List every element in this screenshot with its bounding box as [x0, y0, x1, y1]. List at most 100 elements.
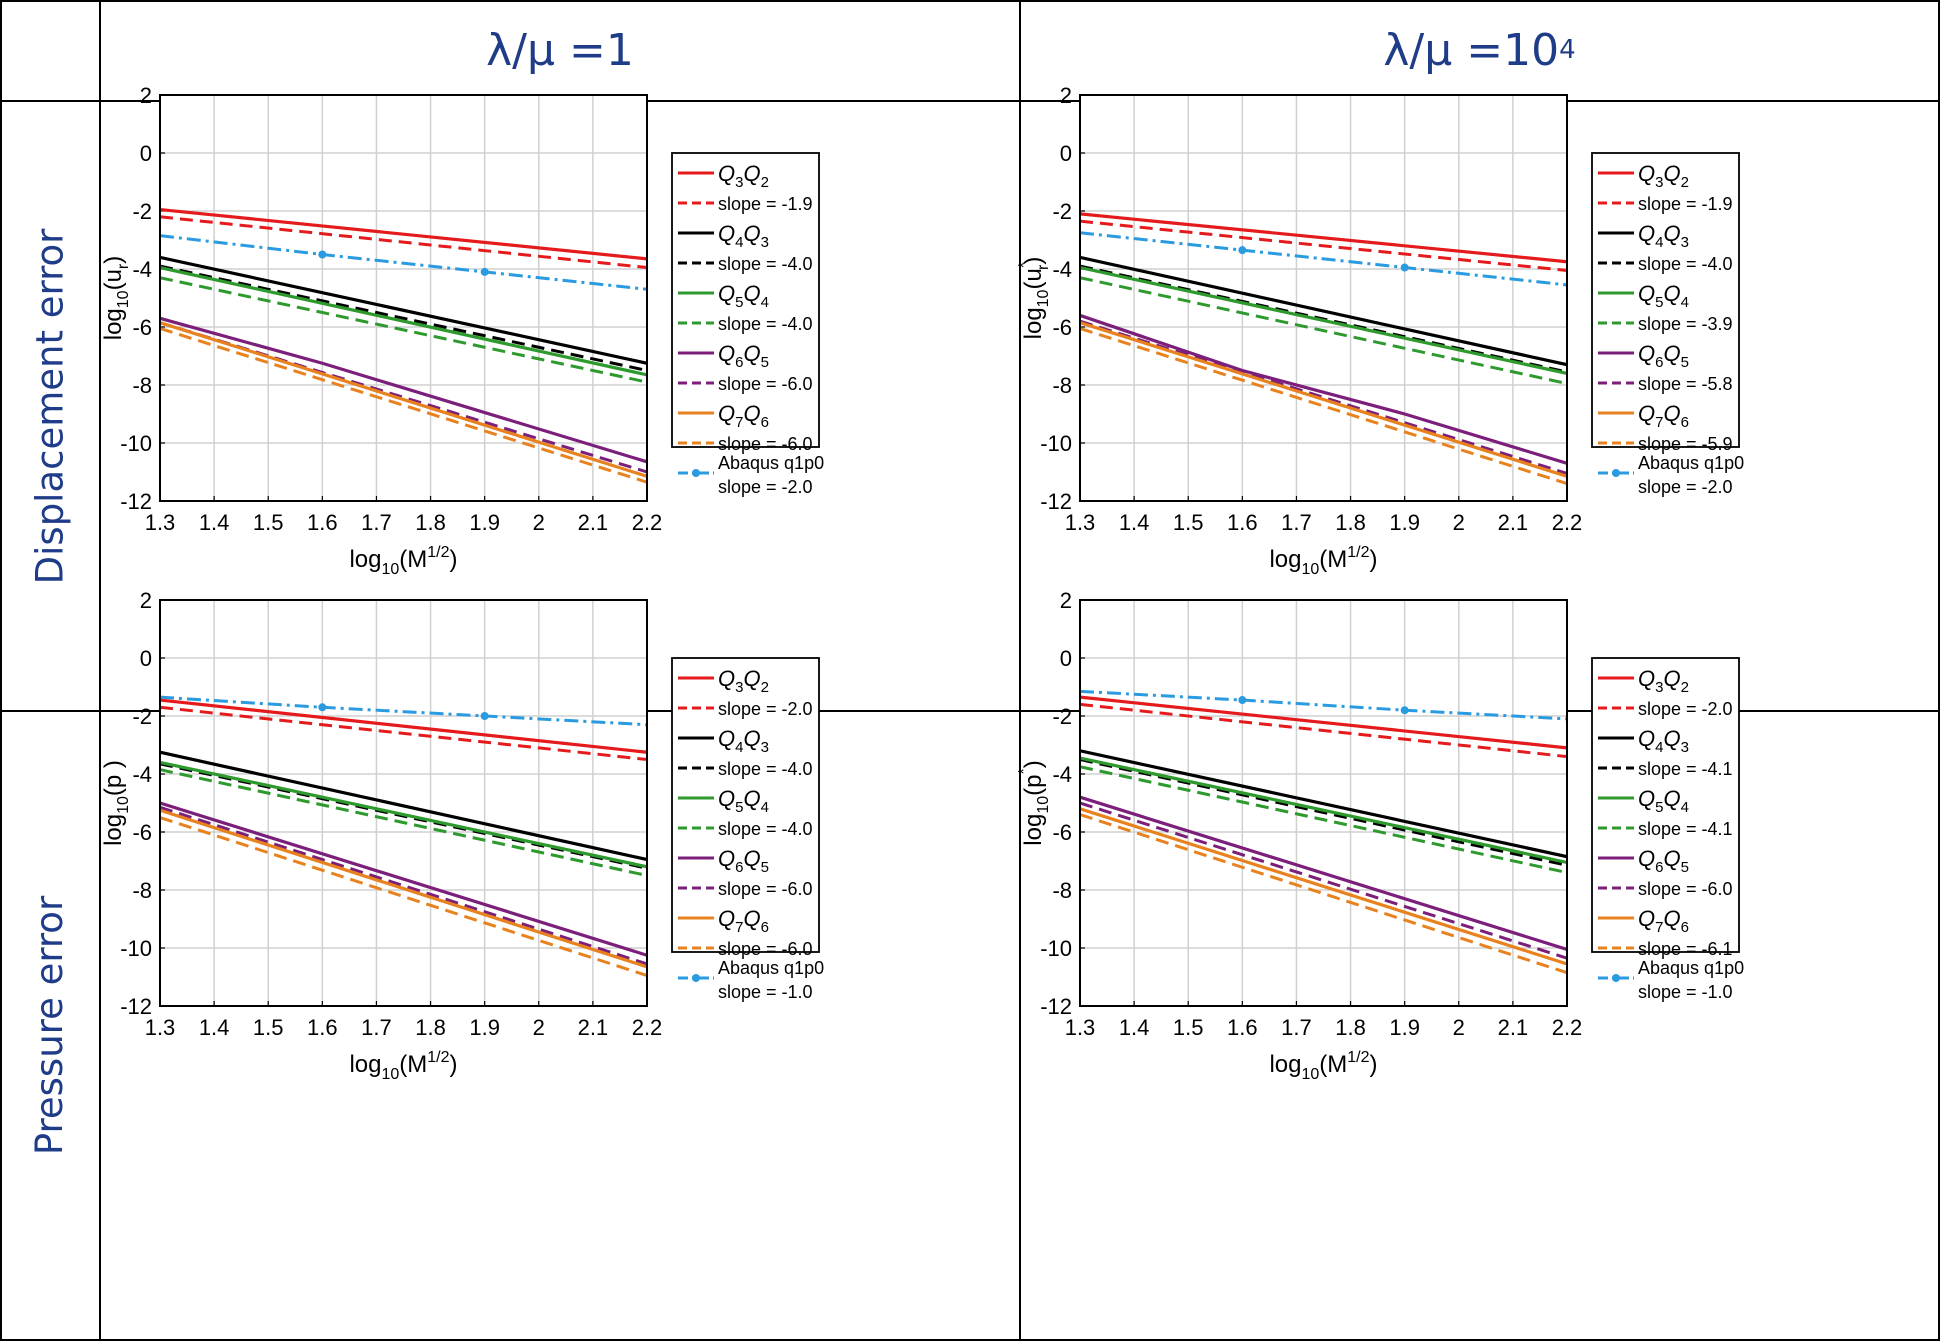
- legend-q-letter: Q: [718, 281, 735, 306]
- series-marker-abaqus: [318, 703, 327, 712]
- series-line-Q7Q6-dashed: [160, 816, 647, 977]
- legend-entry-label: Q3Q2: [1638, 666, 1689, 696]
- y-tick-label: -4: [132, 762, 152, 787]
- series-line-Q5Q4-solid: [1080, 265, 1567, 375]
- x-tick-label: 1.7: [361, 1015, 392, 1040]
- y-tick-label: 0: [1060, 646, 1072, 671]
- chart-root: 1.3 1.4 1.5 1.6 1.7 1.8 1.9 2 2.1 2.2 2 0 -2 -4 -6 -8 -1…: [1016, 588, 1744, 1083]
- legend-q-letter: Q: [1638, 401, 1655, 426]
- series-marker-abaqus: [318, 250, 327, 259]
- y-label-subscript: 10: [1035, 289, 1052, 307]
- x-tick-label: 1.8: [415, 510, 446, 535]
- y-tick-label: -10: [1040, 431, 1072, 456]
- border-bottom: [0, 1339, 1940, 1341]
- x-axis-label: log10(M1/2): [1269, 544, 1377, 578]
- legend-entry-label: Q5Q4: [718, 281, 769, 311]
- legend-q-subscript: 6: [761, 414, 769, 431]
- legend-q-letter: Q: [743, 726, 760, 751]
- legend-q-letter: Q: [718, 221, 735, 246]
- series-line-abaqus-dashdot: [1080, 231, 1567, 287]
- legend-q-subscript: 3: [1655, 679, 1663, 696]
- legend-q-subscript: 6: [1681, 414, 1689, 431]
- series-line-Q5Q4-dashed: [1080, 276, 1567, 386]
- legend-entry-label: Q7Q6: [1638, 906, 1689, 936]
- legend-entry-label: Q5Q4: [1638, 281, 1689, 311]
- legend-q-subscript: 5: [1681, 859, 1689, 876]
- legend-q-letter: Q: [1663, 726, 1680, 751]
- y-tick-label: -4: [132, 257, 152, 282]
- series-line-Q7Q6-solid: [1080, 807, 1567, 966]
- legend-entry-label: slope = -4.0: [718, 314, 813, 334]
- legend-q-letter: Q: [1663, 341, 1680, 366]
- legend-q-letter: Q: [1638, 906, 1655, 931]
- series-line-Q7Q6-dashed: [1080, 327, 1567, 486]
- y-tick-label: 2: [140, 83, 152, 108]
- y-label-end: ): [100, 256, 127, 264]
- legend-q-subscript: 3: [735, 174, 743, 191]
- series-line-Q6Q5-solid: [160, 801, 647, 957]
- y-tick-label: -8: [1052, 373, 1072, 398]
- legend-q-letter: Q: [1638, 221, 1655, 246]
- x-tick-label: 2.1: [1498, 1015, 1529, 1040]
- series-line-Q3Q2-solid: [160, 207, 647, 261]
- x-tick-label: 2.1: [1498, 510, 1529, 535]
- row-label-text: Displacement error: [28, 228, 72, 584]
- legend-entry-label: Q7Q6: [1638, 401, 1689, 431]
- y-label-subscript: 10: [115, 796, 132, 814]
- legend-marker: [692, 469, 700, 477]
- plot-frame: [1079, 599, 1568, 1007]
- y-tick-label: 2: [140, 588, 152, 613]
- series-line-Q6Q5-solid: [1080, 313, 1567, 465]
- y-label-subscript: 10: [115, 290, 132, 308]
- series-line-Q7Q6-dashed: [160, 327, 647, 484]
- legend-q-letter: Q: [718, 666, 735, 691]
- legend-q-letter: Q: [743, 906, 760, 931]
- legend-q-letter: Q: [1663, 786, 1680, 811]
- x-tick-label: 2.2: [1552, 510, 1583, 535]
- y-tick-label: -2: [132, 199, 152, 224]
- legend-q-subscript: 4: [1681, 799, 1689, 816]
- legend-q-letter: Q: [718, 846, 735, 871]
- series-line-Q3Q2-dashed: [1080, 702, 1567, 759]
- legend-q-subscript: 2: [761, 679, 769, 696]
- legend-entry-label: slope = -2.0: [1638, 699, 1733, 719]
- y-label-subscript-r: r: [1035, 264, 1052, 270]
- legend-entry-label: Q4Q3: [718, 726, 769, 756]
- series-line-Q6Q5-solid: [160, 316, 647, 464]
- legend-entry-label: Q5Q4: [1638, 786, 1689, 816]
- legend-entry-label: Q6Q5: [718, 846, 769, 876]
- series-line-Q4Q3-solid: [160, 750, 647, 862]
- y-axis-label: log10(ur): [100, 256, 132, 341]
- legend-q-letter: Q: [743, 341, 760, 366]
- legend-entry-label: slope = -1.9: [718, 194, 813, 214]
- legend-q-letter: Q: [1663, 161, 1680, 186]
- x-tick-label: 1.8: [415, 1015, 446, 1040]
- legend-q-letter: Q: [1638, 161, 1655, 186]
- legend-q-subscript: 3: [761, 739, 769, 756]
- x-tick-label: 1.6: [1227, 510, 1258, 535]
- legend-q-subscript: 7: [735, 414, 743, 431]
- series-line-Q5Q4-solid: [160, 265, 647, 377]
- legend-entry-label: Abaqus q1p0: [718, 958, 824, 978]
- legend-q-subscript: 4: [1655, 234, 1663, 251]
- legend-q-letter: Q: [743, 221, 760, 246]
- y-label-arg: (p: [100, 775, 127, 796]
- legend-entry-label: Abaqus q1p0: [718, 453, 824, 473]
- x-tick-label: 1.9: [469, 1015, 500, 1040]
- x-label-superscript: 1/2: [1347, 544, 1369, 561]
- series-line-Q6Q5-dashed: [160, 805, 647, 966]
- y-tick-label: -10: [1040, 936, 1072, 961]
- y-label-arg: (p: [1020, 775, 1047, 796]
- series-line-Q4Q3-solid: [1080, 255, 1567, 367]
- legend-q-subscript: 5: [761, 354, 769, 371]
- series-marker-abaqus: [1400, 263, 1409, 272]
- legend-q-subscript: 2: [761, 174, 769, 191]
- y-tick-label: -12: [1040, 994, 1072, 1019]
- y-tick-label: -2: [1052, 704, 1072, 729]
- x-tick-label: 1.6: [1227, 1015, 1258, 1040]
- y-tick-label: -12: [1040, 489, 1072, 514]
- x-label-arg: (M: [399, 1051, 427, 1078]
- series-line-Q3Q2-dashed: [160, 705, 647, 761]
- legend-q-subscript: 2: [1681, 174, 1689, 191]
- x-tick-label: 1.4: [199, 1015, 230, 1040]
